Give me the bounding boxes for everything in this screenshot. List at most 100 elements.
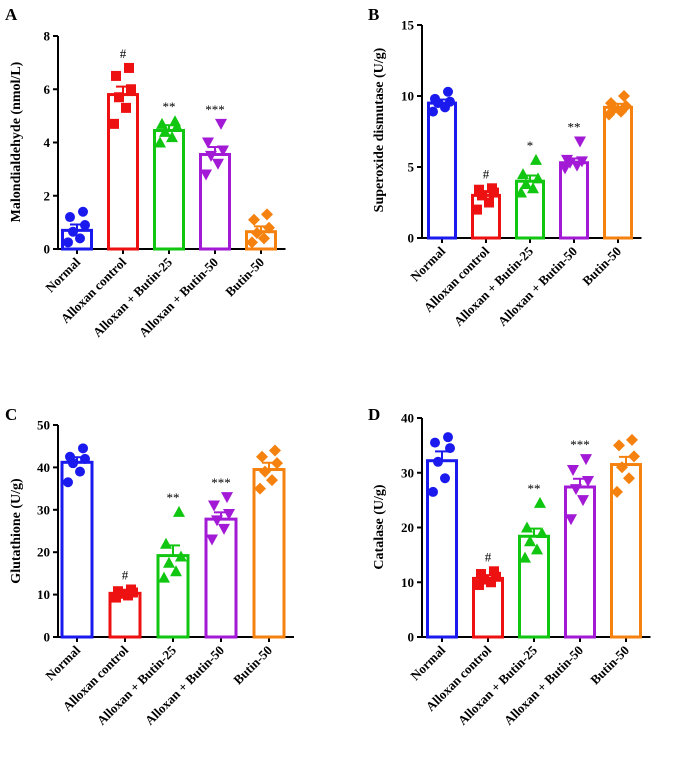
data-point <box>428 486 438 497</box>
data-point <box>430 93 440 104</box>
category-label: Alloxan + Butin-25 <box>90 254 176 340</box>
data-point <box>570 484 582 496</box>
data-point <box>170 565 182 577</box>
data-point <box>206 534 218 546</box>
data-point <box>567 465 579 477</box>
data-point <box>156 117 168 129</box>
data-point <box>169 115 181 127</box>
significance-label: # <box>120 46 127 61</box>
data-point <box>248 213 260 226</box>
panel-b-letter: B <box>368 5 379 24</box>
category-label: Alloxan + Butin-50 <box>501 643 586 728</box>
data-point <box>565 514 577 526</box>
y-tick-label: 5 <box>408 160 415 175</box>
data-point <box>527 182 539 194</box>
data-point <box>530 153 542 165</box>
data-point <box>491 571 501 582</box>
panel-d-y-axis-title: Catalase (U/g) <box>372 484 387 569</box>
data-point <box>440 473 450 484</box>
data-point <box>489 566 499 577</box>
y-tick-label: 0 <box>44 242 51 257</box>
data-point <box>65 212 75 223</box>
data-point <box>620 99 632 112</box>
panel-d-letter: D <box>368 405 380 424</box>
data-point <box>487 183 497 194</box>
data-point <box>532 172 544 184</box>
data-point <box>536 526 548 538</box>
category-label: Normal <box>42 254 83 295</box>
bar <box>559 161 589 240</box>
data-point <box>211 515 223 527</box>
data-point <box>113 586 123 597</box>
significance-label: ** <box>568 119 581 134</box>
data-point <box>154 136 166 148</box>
data-point <box>173 505 185 517</box>
y-tick-label: 8 <box>44 29 51 44</box>
data-point <box>576 156 588 168</box>
significance-label: *** <box>570 437 590 452</box>
bar <box>603 105 633 240</box>
data-point <box>166 131 178 143</box>
data-point <box>476 569 486 580</box>
y-tick-label: 20 <box>401 520 414 535</box>
category-label: Normal <box>407 642 448 683</box>
panel-a: A Malondialdehyde (nmol/L) 0 2 4 6 8 Normal # A… <box>5 5 286 340</box>
bar <box>427 101 457 240</box>
data-point <box>443 86 453 97</box>
significance-label: * <box>527 138 534 153</box>
data-point <box>521 521 533 533</box>
data-point <box>474 579 484 590</box>
data-point <box>484 197 494 208</box>
data-point <box>445 96 455 107</box>
data-point <box>472 204 482 215</box>
data-point <box>474 184 484 195</box>
data-point <box>269 444 281 457</box>
data-point <box>65 451 75 462</box>
data-point <box>63 237 73 248</box>
category-label: Alloxan + Butin-50 <box>136 255 221 340</box>
data-point <box>109 118 119 129</box>
y-tick-label: 0 <box>408 630 415 645</box>
category-label: Alloxan + Butin-50 <box>495 244 580 329</box>
panel-b-y-axis-title: Superoxide dismutase (U/g) <box>372 47 387 212</box>
data-point <box>223 509 235 521</box>
category-label: Butin-50 <box>222 255 267 300</box>
significance-label: ** <box>528 481 541 496</box>
y-tick-label: 20 <box>37 545 50 560</box>
data-point <box>256 450 268 463</box>
data-point <box>200 169 212 181</box>
category-label: Alloxan + Butin-25 <box>451 243 537 329</box>
data-point <box>158 571 170 583</box>
panel-c: C Glutathione (U/g) 01020304050Normal#Al… <box>5 405 294 728</box>
data-point <box>582 475 594 487</box>
category-label: Butin-50 <box>579 244 624 289</box>
data-point <box>208 500 220 512</box>
data-point <box>428 106 438 117</box>
data-point <box>430 437 440 448</box>
data-point <box>524 535 536 547</box>
category-label: Normal <box>42 642 83 683</box>
data-point <box>574 136 586 148</box>
y-tick-label: 10 <box>401 575 414 590</box>
data-point <box>221 492 233 504</box>
data-point <box>202 137 214 149</box>
data-point <box>261 208 273 221</box>
y-tick-label: 0 <box>408 231 415 246</box>
y-tick-label: 50 <box>37 418 50 433</box>
data-point <box>534 496 546 508</box>
data-point <box>75 466 85 477</box>
data-point <box>266 474 278 487</box>
data-point <box>212 158 224 170</box>
data-point <box>68 226 78 237</box>
data-point <box>623 472 635 485</box>
data-point <box>217 145 229 157</box>
panel-c-letter: C <box>5 405 17 424</box>
data-point <box>445 443 455 454</box>
bar <box>107 93 139 251</box>
panel-b: B Superoxide dismutase (U/g) 0 5 10 15 Norma… <box>368 5 642 329</box>
data-point <box>628 450 640 463</box>
data-point <box>259 465 271 478</box>
bar <box>153 129 185 251</box>
